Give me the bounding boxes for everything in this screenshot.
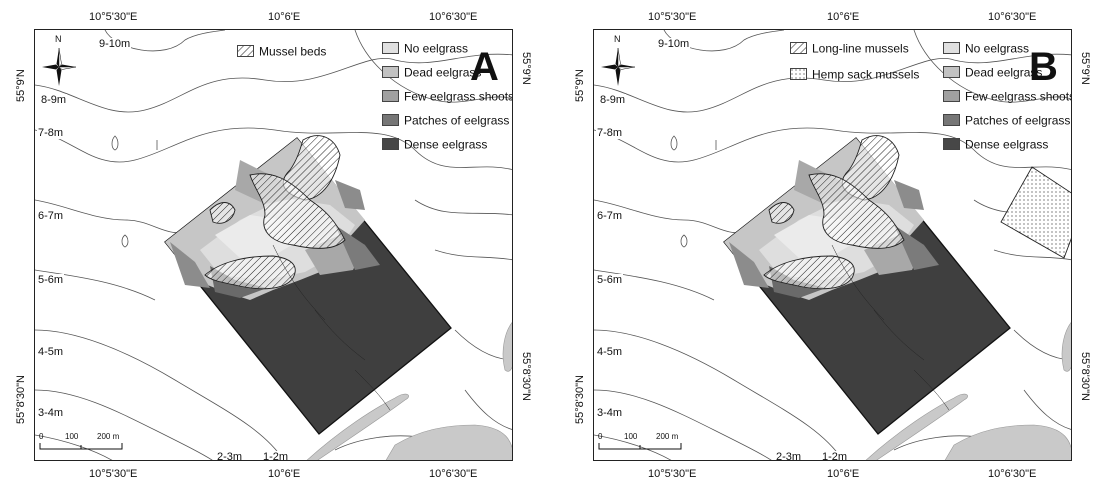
long-line-mussel-areas xyxy=(763,135,905,290)
depth-label-7-8m: 7-8m xyxy=(596,127,624,139)
compass-rose-icon xyxy=(601,47,636,86)
panel-letter: B xyxy=(1029,45,1058,89)
legend-hemp-sack-mussels: Hemp sack mussels xyxy=(790,67,919,82)
dots-swatch-icon xyxy=(790,68,807,80)
north-label: N xyxy=(55,34,62,44)
map-frame: 9-10m 8-9m 7-8m 6-7m 5-6m 4-5m 3-4m 2-3m… xyxy=(34,29,513,461)
right-tick-2: 55°8'30"N xyxy=(1079,352,1091,401)
depth-contours xyxy=(594,30,1071,460)
land-shapes xyxy=(865,322,1071,460)
legend-swatch xyxy=(943,114,960,126)
legend-swatch xyxy=(943,138,960,150)
depth-label-2-3m: 2-3m xyxy=(216,451,244,461)
north-label: N xyxy=(614,34,621,44)
depth-label-9-10m: 9-10m xyxy=(98,38,132,50)
right-tick-1: 55°9'N xyxy=(520,52,532,85)
left-tick-1: 55°9'N xyxy=(574,69,586,102)
north-arrow: N xyxy=(37,34,81,86)
legend-swatch xyxy=(382,42,399,54)
compass-rose-icon xyxy=(42,47,77,86)
hatch-swatch-icon xyxy=(790,42,807,54)
bottom-tick-2: 10°6'E xyxy=(827,468,860,480)
legend-dead-eelgrass: Dead eelgrass xyxy=(943,65,1042,80)
top-tick-1: 10°5'30"E xyxy=(648,11,697,23)
map-panel-a: 10°5'30"E 10°6'E 10°6'30"E 10°5'30"E 10°… xyxy=(0,0,558,485)
land-shapes xyxy=(306,322,512,460)
legend-mussel-beds: Mussel beds xyxy=(237,44,326,59)
inner-contours xyxy=(831,244,950,411)
hatch-swatch-icon xyxy=(237,45,254,57)
legend-patches: Patches of eelgrass xyxy=(943,113,1070,128)
depth-label-1-2m: 1-2m xyxy=(262,451,290,461)
map-canvas xyxy=(35,30,512,460)
bottom-tick-3: 10°6'30"E xyxy=(429,468,478,480)
scale-bar: 0 100 200 m xyxy=(598,432,694,458)
top-tick-3: 10°6'30"E xyxy=(429,11,478,23)
right-tick-1: 55°9'N xyxy=(1079,52,1091,85)
scale-bar: 0 100 200 m xyxy=(39,432,135,458)
depth-label-3-4m: 3-4m xyxy=(37,407,65,419)
legend-long-line-mussels: Long-line mussels xyxy=(790,41,909,56)
depth-label-8-9m: 8-9m xyxy=(40,94,68,106)
depth-label-2-3m: 2-3m xyxy=(775,451,803,461)
map-panel-b: 10°5'30"E 10°6'E 10°6'30"E 10°5'30"E 10°… xyxy=(559,0,1117,485)
bottom-tick-2: 10°6'E xyxy=(268,468,301,480)
depth-label-9-10m: 9-10m xyxy=(657,38,691,50)
left-tick-1: 55°9'N xyxy=(15,69,27,102)
map-canvas xyxy=(594,30,1071,460)
depth-label-6-7m: 6-7m xyxy=(37,210,65,222)
depth-label-8-9m: 8-9m xyxy=(599,94,627,106)
bottom-tick-3: 10°6'30"E xyxy=(988,468,1037,480)
hemp-sack-mussel-area xyxy=(1000,166,1071,259)
inner-contours xyxy=(272,244,391,411)
depth-label-3-4m: 3-4m xyxy=(596,407,624,419)
legend-swatch xyxy=(382,114,399,126)
top-tick-2: 10°6'E xyxy=(827,11,860,23)
depth-label-7-8m: 7-8m xyxy=(37,127,65,139)
legend-dead-eelgrass: Dead eelgrass xyxy=(382,65,481,80)
bottom-tick-1: 10°5'30"E xyxy=(648,468,697,480)
legend-no-eelgrass: No eelgrass xyxy=(382,41,468,56)
depth-label-4-5m: 4-5m xyxy=(596,346,624,358)
top-tick-2: 10°6'E xyxy=(268,11,301,23)
depth-label-4-5m: 4-5m xyxy=(37,346,65,358)
legend-dense-eelgrass: Dense eelgrass xyxy=(382,137,487,152)
legend-no-eelgrass: No eelgrass xyxy=(943,41,1029,56)
left-tick-2: 55°8'30"N xyxy=(15,375,27,424)
legend-swatch xyxy=(382,90,399,102)
mussel-bed-areas xyxy=(204,135,346,290)
legend-swatch xyxy=(382,138,399,150)
legend-swatch xyxy=(943,42,960,54)
left-tick-2: 55°8'30"N xyxy=(574,375,586,424)
depth-label-5-6m: 5-6m xyxy=(596,274,624,286)
legend-few-shoots: Few eelgrass shoots xyxy=(943,89,1071,104)
scale-line-icon xyxy=(598,443,682,450)
legend-few-shoots: Few eelgrass shoots xyxy=(382,89,512,104)
legend-swatch xyxy=(382,66,399,78)
scale-line-icon xyxy=(39,443,123,450)
map-frame: 9-10m 8-9m 7-8m 6-7m 5-6m 4-5m 3-4m 2-3m… xyxy=(593,29,1072,461)
right-tick-2: 55°8'30"N xyxy=(520,352,532,401)
depth-label-5-6m: 5-6m xyxy=(37,274,65,286)
legend-dense-eelgrass: Dense eelgrass xyxy=(943,137,1048,152)
bottom-tick-1: 10°5'30"E xyxy=(89,468,138,480)
legend-swatch xyxy=(943,66,960,78)
top-tick-1: 10°5'30"E xyxy=(89,11,138,23)
panel-letter: A xyxy=(470,45,499,89)
legend-swatch xyxy=(943,90,960,102)
depth-label-6-7m: 6-7m xyxy=(596,210,624,222)
top-tick-3: 10°6'30"E xyxy=(988,11,1037,23)
depth-label-1-2m: 1-2m xyxy=(821,451,849,461)
north-arrow: N xyxy=(596,34,640,86)
legend-patches: Patches of eelgrass xyxy=(382,113,509,128)
